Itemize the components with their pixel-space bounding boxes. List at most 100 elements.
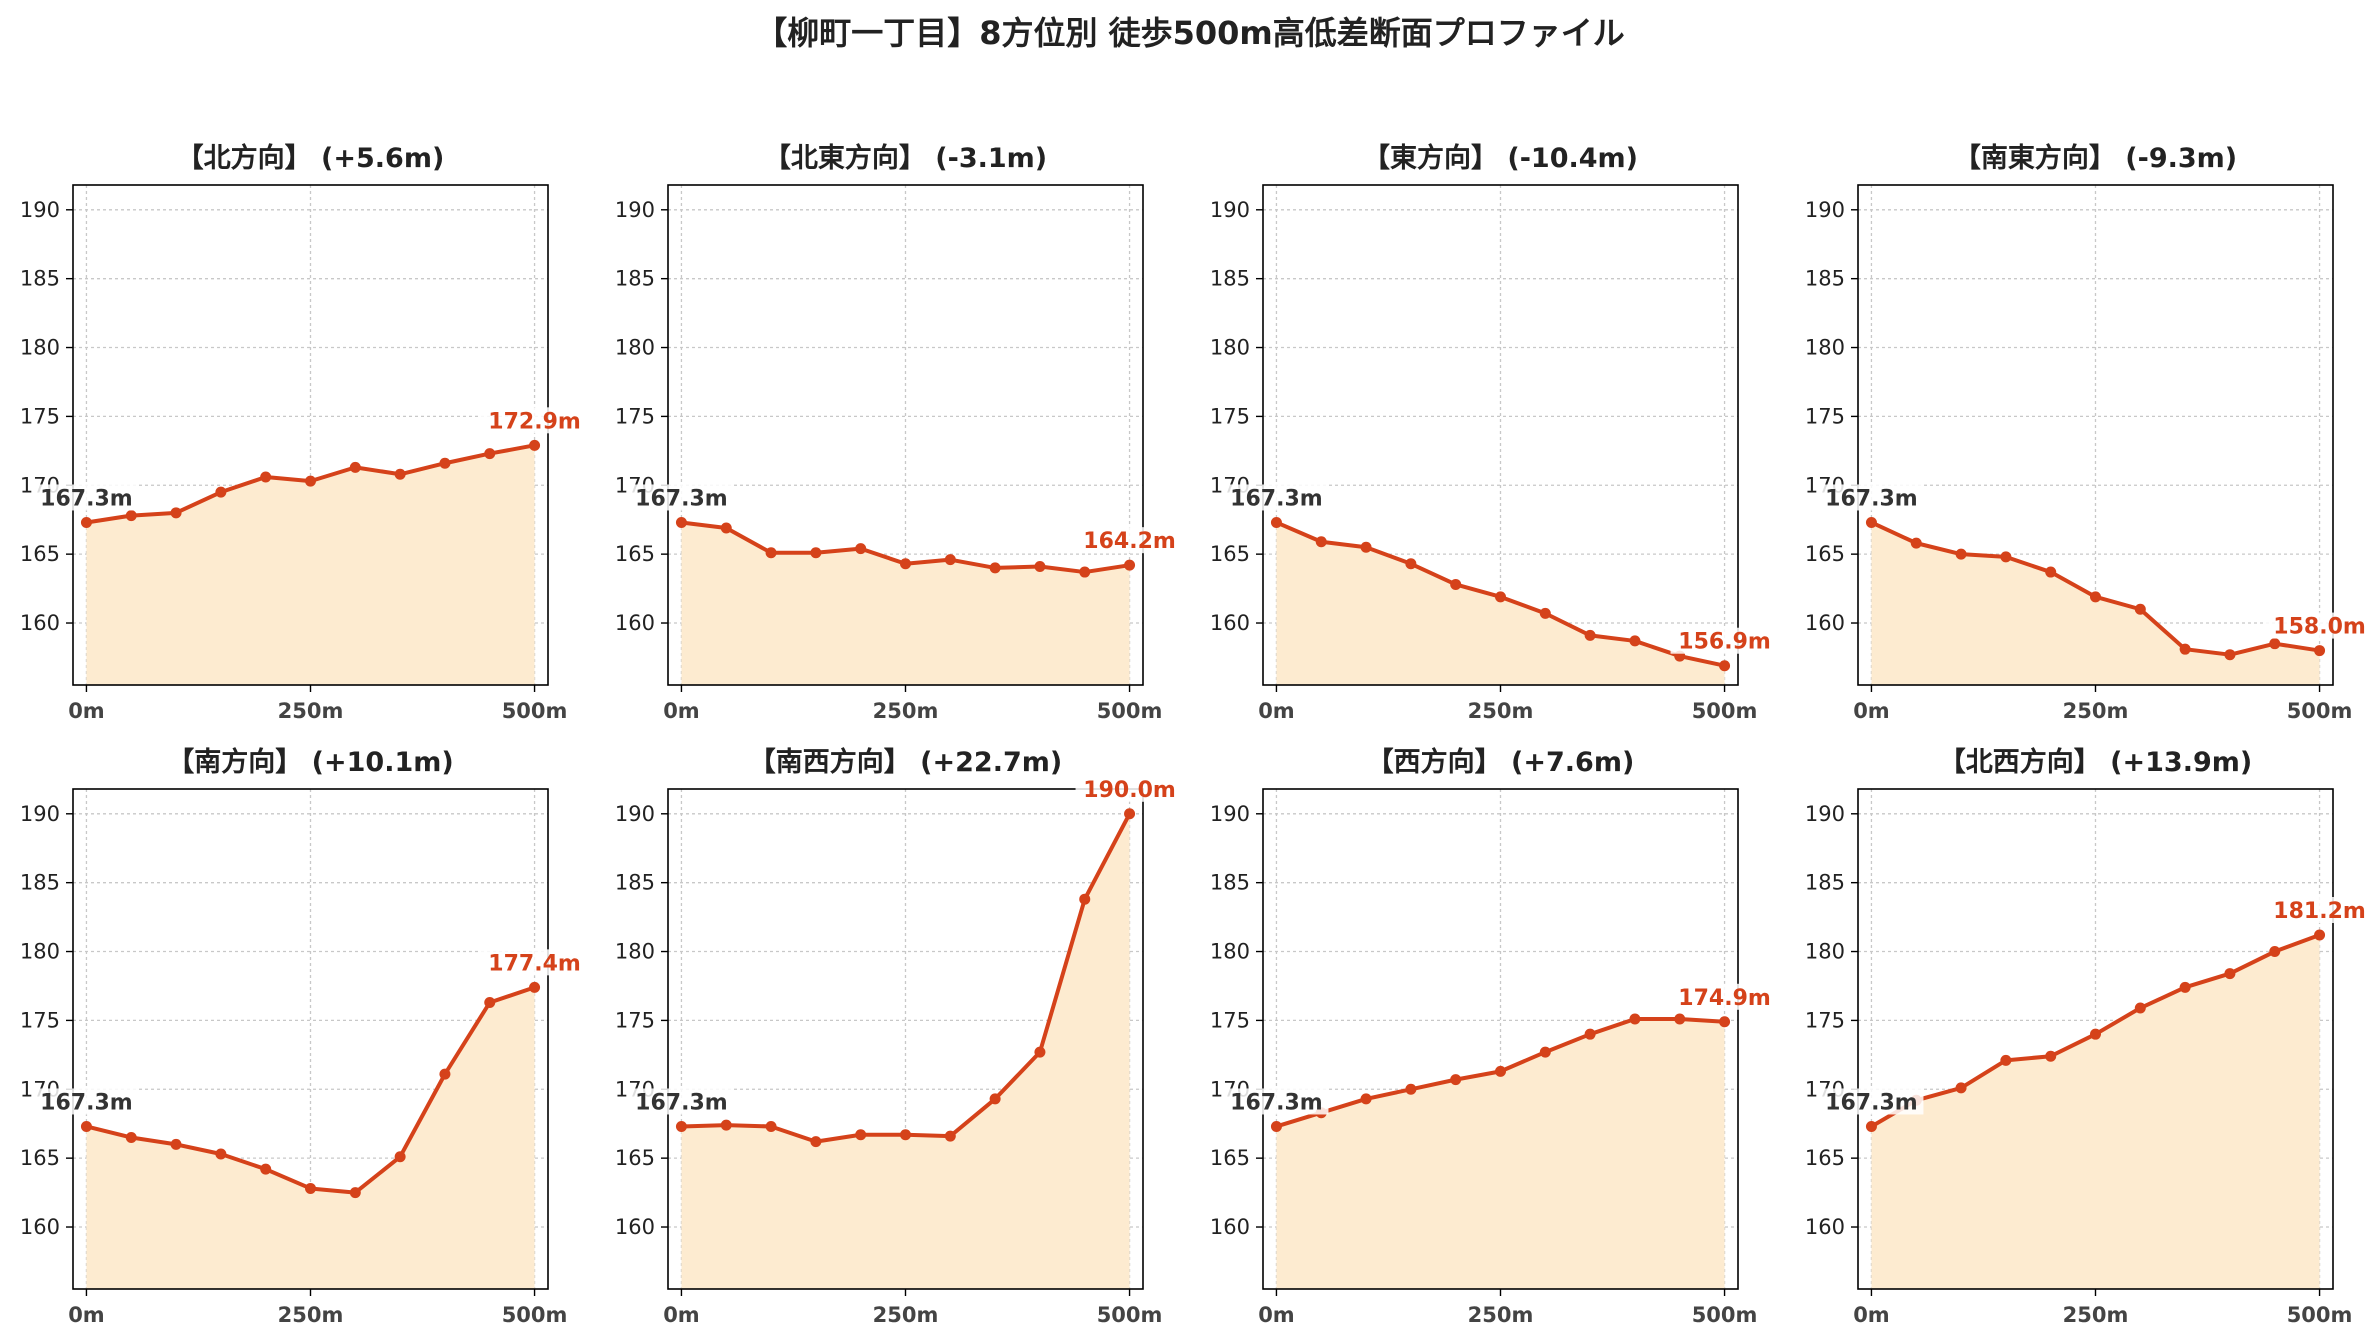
y-tick-label: 180 [615, 940, 655, 964]
y-tick-label: 190 [1805, 198, 1845, 222]
data-point [2134, 1002, 2146, 1014]
x-tick-label: 250m [873, 1303, 939, 1327]
panel-5: 【南西方向】 (+22.7m)1601651701751801851900m25… [615, 746, 1184, 1327]
y-tick-label: 160 [615, 611, 655, 635]
x-tick-label: 500m [1692, 1303, 1758, 1327]
y-tick-label: 190 [1210, 802, 1250, 826]
data-point [2000, 551, 2012, 563]
data-point [305, 1182, 316, 1194]
data-point [484, 996, 496, 1008]
data-point [1079, 893, 1091, 905]
panel-2: 【東方向】 (-10.4m)1601651701751801851900m250… [1210, 142, 1779, 723]
x-tick-label: 250m [278, 1303, 344, 1327]
end-elevation-label: 156.9m [1678, 630, 1771, 655]
x-tick-label: 500m [1692, 699, 1758, 723]
y-tick-label: 175 [1805, 404, 1845, 428]
data-point [1674, 1013, 1686, 1025]
data-point [2090, 591, 2101, 603]
data-point [1955, 548, 1967, 560]
elevation-area [1276, 522, 1725, 685]
data-point [1629, 635, 1641, 647]
x-tick-label: 250m [1468, 699, 1534, 723]
data-point [900, 1129, 911, 1141]
data-point [989, 1093, 1001, 1105]
y-tick-label: 160 [1210, 1215, 1250, 1239]
data-point [810, 1136, 822, 1148]
data-point [170, 1138, 182, 1150]
data-point [439, 457, 451, 469]
start-elevation-label: 167.3m [40, 1090, 133, 1115]
elevation-area [1871, 522, 2320, 685]
x-tick-label: 500m [1097, 699, 1163, 723]
data-point [1865, 516, 1877, 528]
x-tick-label: 250m [1468, 1303, 1534, 1327]
y-tick-label: 160 [1805, 1215, 1845, 1239]
x-tick-label: 500m [2287, 699, 2353, 723]
end-elevation-label: 190.0m [1083, 778, 1176, 803]
data-point [1034, 1046, 1046, 1058]
elevation-area [681, 813, 1130, 1289]
start-label-background [34, 1088, 139, 1115]
y-tick-label: 180 [615, 336, 655, 360]
y-tick-label: 165 [1210, 542, 1250, 566]
y-tick-label: 190 [1210, 198, 1250, 222]
end-label-background [1075, 527, 1184, 554]
data-point [855, 543, 867, 555]
y-tick-label: 185 [1805, 871, 1845, 895]
data-point [349, 461, 361, 473]
panel-0: 【北方向】 (+5.6m)1601651701751801851900m250m… [20, 142, 589, 723]
panel-3: 【南東方向】 (-9.3m)1601651701751801851900m250… [1805, 142, 2374, 723]
panel-title: 【北西方向】 (+13.9m) [1939, 746, 2252, 778]
data-point [349, 1187, 361, 1199]
y-tick-label: 190 [615, 198, 655, 222]
data-point [944, 1130, 956, 1142]
data-point [260, 1163, 272, 1175]
end-label-background [480, 949, 589, 976]
panels-grid: 【北方向】 (+5.6m)1601651701751801851900m250m… [20, 142, 2374, 1327]
y-tick-label: 185 [1210, 267, 1250, 291]
x-tick-label: 500m [2287, 1303, 2353, 1327]
y-tick-label: 185 [1805, 267, 1845, 291]
elevation-area [1871, 935, 2320, 1289]
data-point [125, 510, 137, 522]
data-point [1539, 607, 1551, 619]
data-point [1495, 591, 1506, 603]
y-tick-label: 160 [20, 1215, 60, 1239]
end-label-background [2265, 612, 2374, 639]
y-tick-label: 185 [20, 871, 60, 895]
x-tick-label: 0m [1258, 1303, 1295, 1327]
data-point [2090, 1028, 2101, 1040]
data-point [675, 516, 687, 528]
elevation-area [1276, 1019, 1725, 1289]
data-point [1495, 1065, 1506, 1077]
data-point [2269, 946, 2281, 958]
panel-title: 【西方向】 (+7.6m) [1367, 746, 1635, 778]
data-point [529, 981, 541, 993]
data-point [260, 471, 272, 483]
data-point [1719, 1016, 1731, 1028]
data-point [394, 1151, 406, 1163]
y-tick-label: 175 [1805, 1008, 1845, 1032]
data-point [1450, 1074, 1462, 1086]
y-tick-label: 165 [1805, 1146, 1845, 1170]
data-point [1315, 536, 1327, 548]
start-elevation-label: 167.3m [635, 486, 728, 511]
start-elevation-label: 167.3m [1230, 1090, 1323, 1115]
start-label-background [629, 484, 734, 511]
y-tick-label: 175 [20, 404, 60, 428]
data-point [1910, 537, 1922, 549]
y-tick-label: 165 [1210, 1146, 1250, 1170]
y-tick-label: 180 [1805, 336, 1845, 360]
data-point [900, 558, 911, 570]
data-point [1270, 1120, 1282, 1132]
end-label-background [1670, 983, 1779, 1010]
y-tick-label: 165 [20, 542, 60, 566]
end-elevation-label: 174.9m [1678, 986, 1771, 1011]
x-tick-label: 250m [2063, 1303, 2129, 1327]
data-point [2269, 638, 2281, 650]
panel-title: 【南方向】 (+10.1m) [167, 746, 453, 778]
panel-4: 【南方向】 (+10.1m)1601651701751801851900m250… [20, 746, 589, 1327]
end-label-background [2265, 897, 2374, 924]
y-tick-label: 175 [615, 1008, 655, 1032]
y-tick-label: 180 [1210, 940, 1250, 964]
